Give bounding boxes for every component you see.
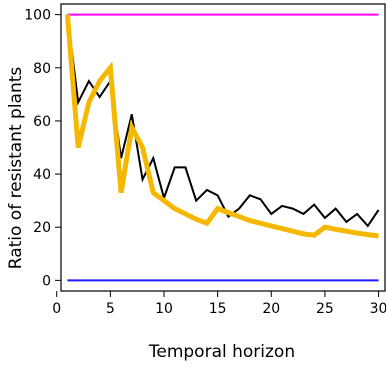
y-tick-label: 0 <box>42 273 51 289</box>
series-layer <box>64 13 380 282</box>
x-tick-label: 25 <box>316 301 334 317</box>
x-tick-label: 5 <box>106 301 115 317</box>
x-tick-label: 10 <box>155 301 173 317</box>
y-axis-title: Ratio of resistant plants <box>6 67 26 270</box>
y-tick-label: 20 <box>33 220 51 236</box>
series-line-4 <box>64 14 379 239</box>
x-axis-title: Temporal horizon <box>148 342 295 362</box>
y-tick-label: 40 <box>33 167 51 183</box>
y-tick-label: 100 <box>24 8 51 24</box>
x-tick-label: 20 <box>262 301 280 317</box>
x-axis: 0 5 10 15 20 25 30 <box>52 291 386 317</box>
y-tick-label: 60 <box>33 114 51 130</box>
plot-frame <box>60 3 386 292</box>
y-tick-label: 80 <box>33 61 51 77</box>
y-axis: 0 20 40 60 80 100 <box>24 8 61 289</box>
x-tick-label: 0 <box>52 301 61 317</box>
x-tick-label: 15 <box>209 301 227 317</box>
x-tick-label: 30 <box>370 301 386 317</box>
